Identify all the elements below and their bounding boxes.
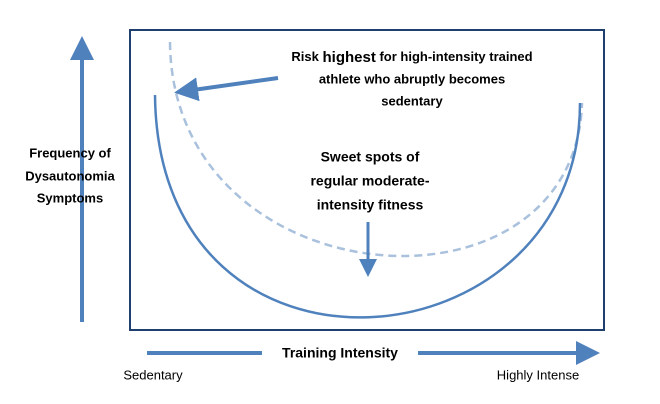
y-axis-label: Symptoms bbox=[37, 190, 103, 205]
risk-emphasis: highest bbox=[323, 49, 376, 66]
sweet-spot-annotation: intensity fitness bbox=[317, 197, 424, 213]
risk-text: Risk bbox=[291, 49, 319, 64]
y-axis-label: Dysautonomia bbox=[25, 168, 115, 183]
x-axis-label: Training Intensity bbox=[282, 345, 398, 361]
x-end-label: Highly Intense bbox=[497, 367, 579, 382]
risk-text: for high-intensity trained bbox=[379, 49, 532, 64]
risk-annotation: sedentary bbox=[381, 93, 443, 108]
sweet-spot-annotation: Sweet spots of bbox=[321, 149, 420, 165]
risk-annotation: Risk highest for high-intensity trained bbox=[291, 49, 532, 66]
frame bbox=[129, 29, 605, 331]
x-start-label: Sedentary bbox=[123, 367, 183, 382]
solid-curve bbox=[153, 94, 582, 319]
sweet-spot-annotation: regular moderate- bbox=[310, 173, 429, 189]
y-axis-label: Frequency of bbox=[29, 145, 111, 160]
risk-annotation: athlete who abruptly becomes bbox=[319, 71, 505, 86]
risk-arrow bbox=[174, 76, 279, 102]
